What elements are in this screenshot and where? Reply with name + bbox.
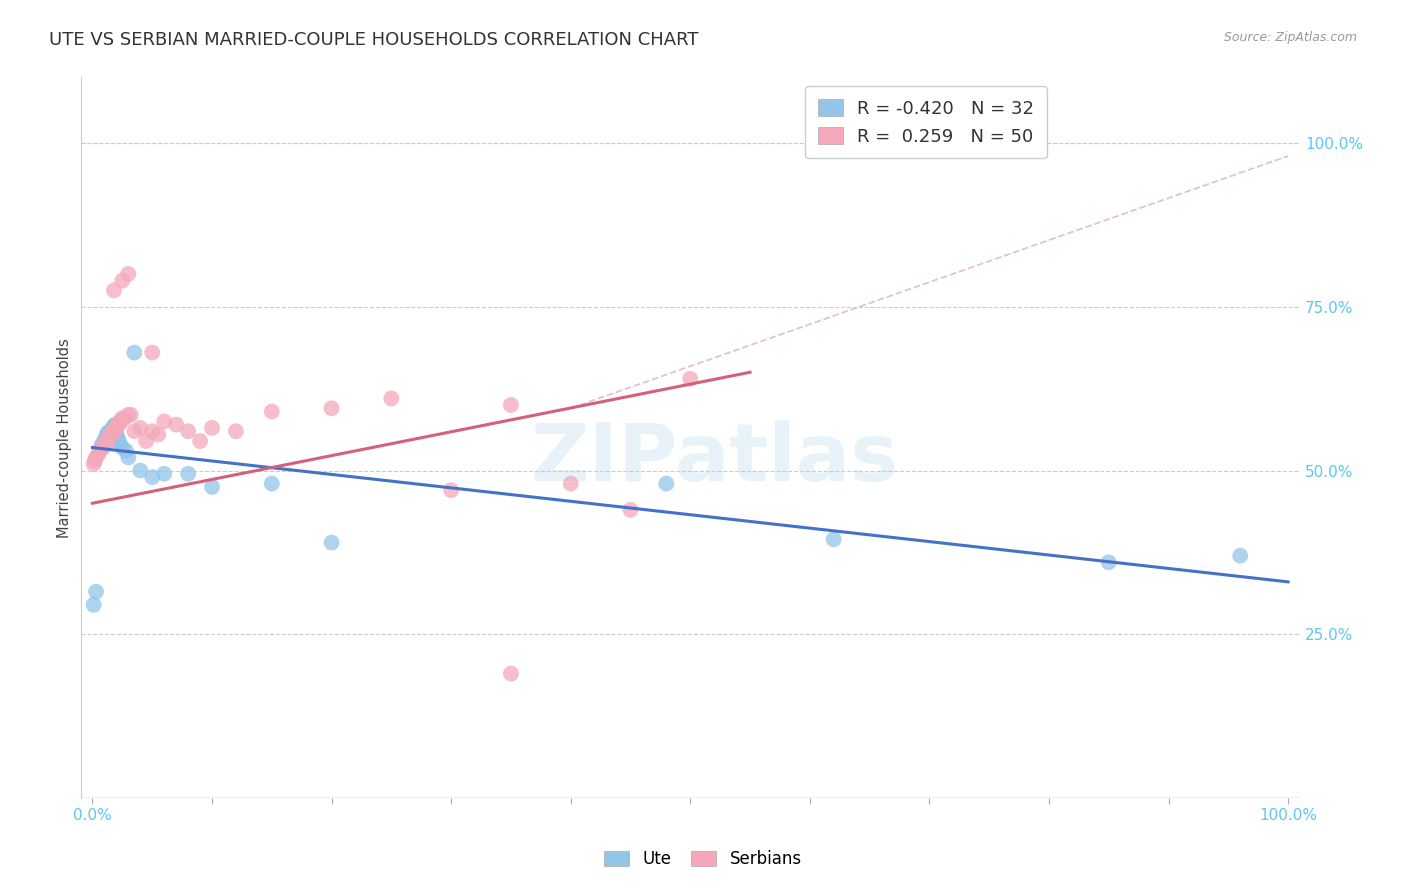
Point xyxy=(101,421,124,435)
Point xyxy=(98,431,121,445)
Point xyxy=(107,434,129,448)
Legend: Ute, Serbians: Ute, Serbians xyxy=(598,844,808,875)
Point xyxy=(129,421,152,435)
Point xyxy=(129,463,152,477)
Point xyxy=(83,453,105,467)
Point xyxy=(111,273,134,287)
Point xyxy=(177,424,200,438)
Point xyxy=(91,437,114,451)
Point xyxy=(89,443,111,458)
Point xyxy=(97,434,120,448)
Point xyxy=(165,417,187,432)
Point xyxy=(499,398,522,412)
Point xyxy=(84,450,107,465)
Point xyxy=(679,372,702,386)
Point xyxy=(107,431,129,445)
Point xyxy=(96,427,118,442)
Legend: R = -0.420   N = 32, R =  0.259   N = 50: R = -0.420 N = 32, R = 0.259 N = 50 xyxy=(806,87,1047,159)
Point xyxy=(141,345,163,359)
Point xyxy=(91,441,114,455)
Point xyxy=(655,476,678,491)
Point xyxy=(117,450,139,465)
Point xyxy=(120,408,142,422)
Point xyxy=(188,434,211,448)
Text: Source: ZipAtlas.com: Source: ZipAtlas.com xyxy=(1223,31,1357,45)
Point xyxy=(124,424,146,438)
Point xyxy=(90,441,112,455)
Point xyxy=(201,480,224,494)
Point xyxy=(225,424,247,438)
Point xyxy=(100,424,122,438)
Point xyxy=(560,476,582,491)
Point xyxy=(100,423,122,437)
Point xyxy=(1098,555,1121,569)
Point xyxy=(91,441,114,455)
Point xyxy=(1229,549,1251,563)
Point xyxy=(100,427,122,442)
Point xyxy=(93,437,115,451)
Point xyxy=(110,414,132,428)
Point xyxy=(499,666,522,681)
Point xyxy=(619,503,641,517)
Point xyxy=(101,424,124,438)
Text: UTE VS SERBIAN MARRIED-COUPLE HOUSEHOLDS CORRELATION CHART: UTE VS SERBIAN MARRIED-COUPLE HOUSEHOLDS… xyxy=(49,31,699,49)
Point xyxy=(153,467,176,481)
Point xyxy=(94,437,117,451)
Point xyxy=(83,598,105,612)
Point xyxy=(107,417,129,432)
Point xyxy=(97,425,120,440)
Point xyxy=(111,411,134,425)
Point xyxy=(105,427,128,442)
Point xyxy=(440,483,463,498)
Point xyxy=(117,408,139,422)
Point xyxy=(108,437,131,451)
Point xyxy=(115,443,138,458)
Point xyxy=(124,345,146,359)
Point xyxy=(103,424,125,438)
Point xyxy=(380,392,402,406)
Point xyxy=(201,421,224,435)
Point xyxy=(83,457,105,471)
Point xyxy=(114,411,136,425)
Point xyxy=(87,447,110,461)
Text: ZIPatlas: ZIPatlas xyxy=(530,420,898,499)
Point xyxy=(84,584,107,599)
Point xyxy=(321,535,343,549)
Point xyxy=(104,417,127,432)
Point xyxy=(108,414,131,428)
Point xyxy=(135,434,157,448)
Point xyxy=(96,434,118,448)
Point xyxy=(94,431,117,445)
Point xyxy=(141,424,163,438)
Point xyxy=(117,267,139,281)
Point xyxy=(260,476,283,491)
Point xyxy=(105,421,128,435)
Point xyxy=(321,401,343,416)
Point xyxy=(103,284,125,298)
Point xyxy=(260,404,283,418)
Point xyxy=(111,441,134,455)
Point xyxy=(100,427,122,442)
Point xyxy=(93,434,115,448)
Y-axis label: Married-couple Households: Married-couple Households xyxy=(58,338,72,538)
Point xyxy=(823,533,845,547)
Point xyxy=(153,414,176,428)
Point xyxy=(177,467,200,481)
Point xyxy=(104,421,127,435)
Point xyxy=(107,417,129,432)
Point xyxy=(148,427,170,442)
Point xyxy=(103,419,125,434)
Point xyxy=(141,470,163,484)
